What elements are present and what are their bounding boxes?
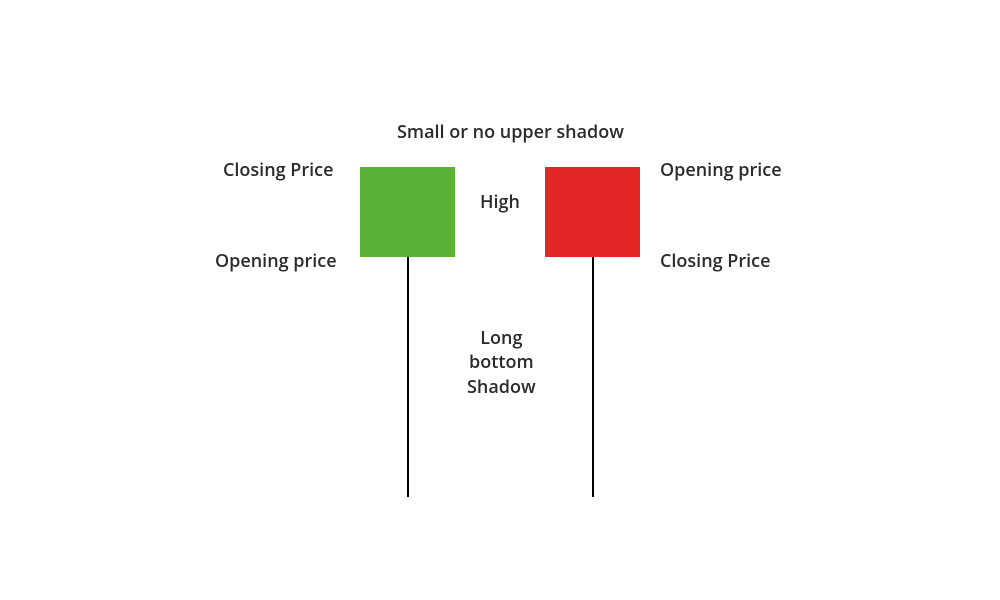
green-bottom-label: Opening price [215,249,337,273]
title-label: Small or no upper shadow [397,120,624,144]
long-shadow-label: Long bottom Shadow [467,326,536,399]
long-shadow-line1: Long [467,326,536,350]
green-top-label: Closing Price [223,158,333,182]
high-label: High [480,190,520,214]
long-shadow-line3: Shadow [467,375,536,399]
red-bottom-label: Closing Price [660,249,770,273]
red-candle-body [545,167,640,257]
red-candle-wick [592,257,594,497]
long-shadow-line2: bottom [467,350,536,374]
red-top-label: Opening price [660,158,782,182]
green-candle-body [360,167,455,257]
green-candle-wick [407,257,409,497]
